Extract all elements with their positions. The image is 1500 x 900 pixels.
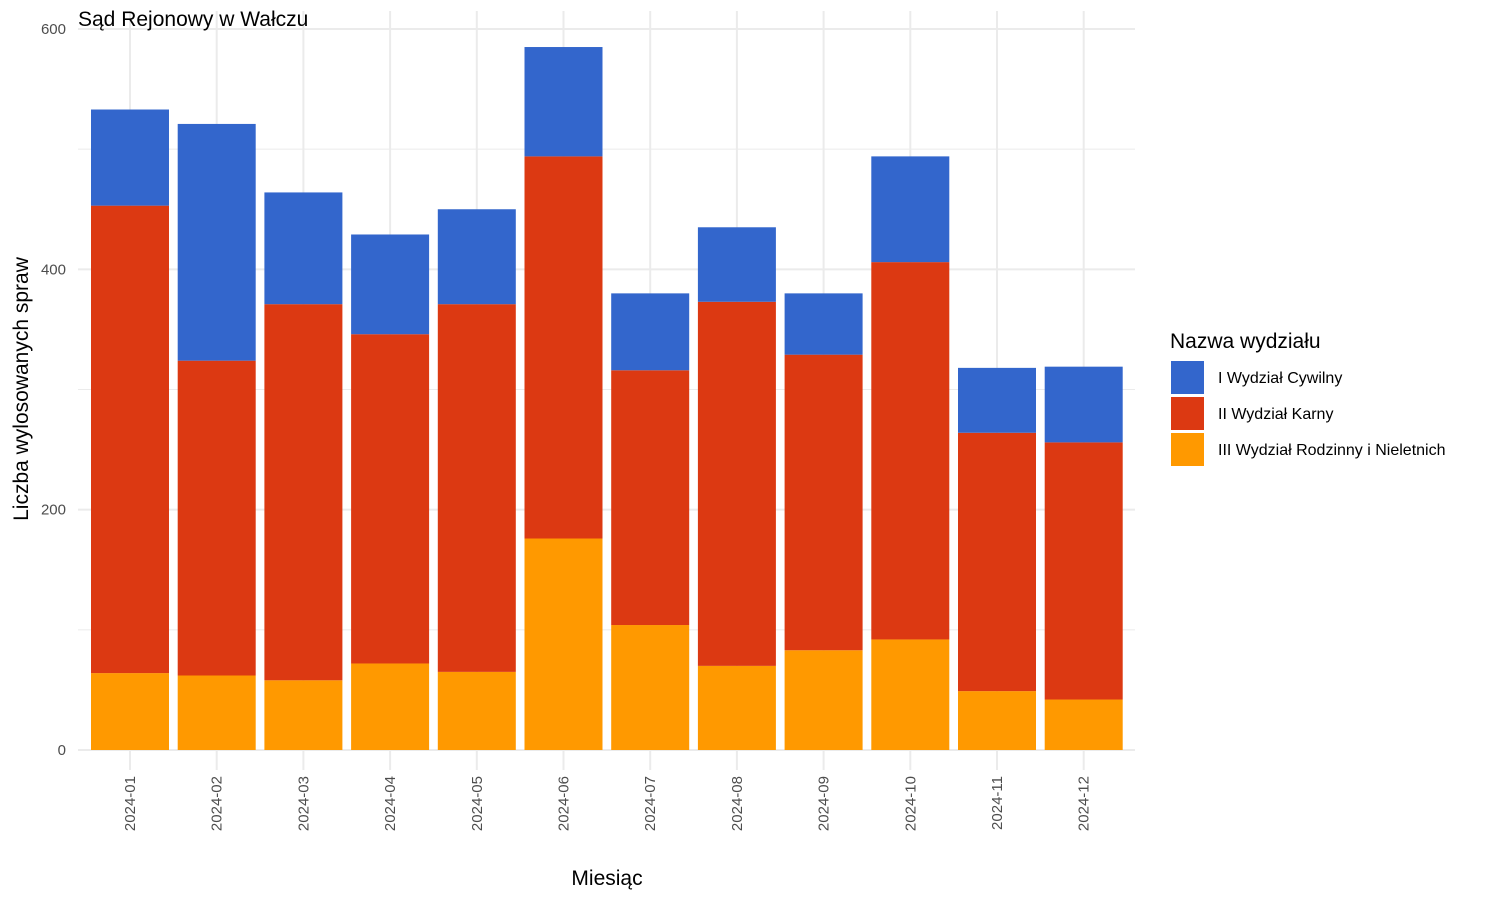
bar-segment: 2024-11 — III Wydział Rodzinny i Nieletn… [958,691,1036,750]
x-tick-label: 2024-09 [816,776,833,831]
bar-segment: 2024-08 — III Wydział Rodzinny i Nieletn… [697,665,776,750]
bar-segment: 2024-02 — I Wydział Cywilny: 197 [177,123,256,361]
bar-segment: 2024-04 — II Wydział Karny: 274 [351,334,430,664]
x-tick-label: 2024-01 [122,776,139,831]
bar-segment: 2024-06 — III Wydział Rodzinny i Nieletn… [524,538,603,750]
bar-segment: 2024-07 — II Wydział Karny: 212 [611,370,690,626]
bar-segment: 2024-01 — I Wydział Cywilny: 80 [91,109,169,206]
bar-segment: 2024-07 — III Wydział Rodzinny i Nieletn… [611,625,690,750]
x-tick-label: 2024-12 [1076,776,1093,831]
legend-label: II Wydział Karny [1218,406,1333,423]
legend: Nazwa wydziału I Wydział Cywilny II Wydzi… [1170,330,1446,466]
y-tick-label: 200 [41,502,66,519]
x-tick-label: 2024-04 [382,776,399,831]
bar-segment: 2024-08 — II Wydział Karny: 303 [697,301,776,666]
x-axis-ticks: 2024-01 2024-02 2024-03 2024-04 2024-05 2024-… [122,776,1093,831]
legend-swatch [1171,433,1204,466]
y-axis-ticks: 0 200 400 600 [41,21,66,759]
x-tick-label: 2024-06 [556,776,573,831]
bar-segment: 2024-04 — I Wydział Cywilny: 83 [351,234,430,335]
bar-segment: 2024-05 — III Wydział Rodzinny i Nieletn… [437,671,516,750]
bar-segment: 2024-03 — II Wydział Karny: 313 [264,304,343,681]
bar-segment: 2024-01 — II Wydział Karny: 389 [91,205,169,674]
bar-segment: 2024-11 — II Wydział Karny: 215 [958,432,1036,692]
legend-swatch [1171,361,1204,394]
bar-segment: 2024-10 — II Wydział Karny: 314 [871,262,950,640]
legend-title: Nazwa wydziału [1170,330,1321,353]
y-tick-label: 600 [41,21,66,38]
bar-segment: 2024-12 — II Wydział Karny: 214 [1044,442,1123,700]
bar-segment: 2024-08 — I Wydział Cywilny: 62 [697,227,776,302]
bar-segment: 2024-09 — I Wydział Cywilny: 51 [784,293,863,355]
x-tick-label: 2024-08 [729,776,746,831]
y-tick-label: 400 [41,261,66,278]
bar-segment: 2024-11 — I Wydział Cywilny: 54 [958,367,1036,433]
x-tick-label: 2024-11 [989,776,1006,830]
bar-segment: 2024-09 — III Wydział Rodzinny i Nieletn… [784,650,863,750]
x-tick-label: 2024-03 [295,776,312,831]
bar-segment: 2024-05 — I Wydział Cywilny: 79 [437,209,516,305]
bar-segment: 2024-12 — III Wydział Rodzinny i Nieletn… [1044,699,1123,750]
bar-segment: 2024-06 — II Wydział Karny: 318 [524,156,603,539]
legend-label: III Wydział Rodzinny i Nieletnich [1218,442,1446,459]
bar-segment: 2024-12 — I Wydział Cywilny: 63 [1044,366,1123,443]
legend-swatch [1171,397,1204,430]
x-tick-label: 2024-05 [469,776,486,831]
bar-segment: 2024-06 — I Wydział Cywilny: 91 [524,47,603,157]
bar-segment: 2024-01 — III Wydział Rodzinny i Nieletn… [91,673,169,750]
bar-segment: 2024-10 — I Wydział Cywilny: 88 [871,156,950,263]
bar-segment: 2024-07 — I Wydział Cywilny: 64 [611,293,690,371]
bar-segment: 2024-04 — III Wydział Rodzinny i Nieletn… [351,663,430,750]
chart-title: Sąd Rejonowy w Wałczu [78,8,308,31]
bar-segment: 2024-02 — III Wydział Rodzinny i Nieletn… [177,675,256,750]
legend-label: I Wydział Cywilny [1218,370,1342,387]
bar-segment: 2024-03 — III Wydział Rodzinny i Nieletn… [264,680,343,750]
x-tick-label: 2024-07 [642,776,659,831]
bar-segment: 2024-09 — II Wydział Karny: 246 [784,354,863,651]
x-tick-label: 2024-02 [209,776,226,831]
bar-segment: 2024-03 — I Wydział Cywilny: 93 [264,192,343,305]
bar-segment: 2024-10 — III Wydział Rodzinny i Nieletn… [871,639,950,750]
bar-segment: 2024-02 — II Wydział Karny: 262 [177,360,256,676]
y-tick-label: 0 [58,742,66,759]
bars: 2024-01 — III Wydział Rodzinny i Nieletn… [91,47,1123,750]
y-axis-title: Liczba wylosowanych spraw [10,256,33,521]
bar-segment: 2024-05 — II Wydział Karny: 306 [437,304,516,672]
x-axis-title: Miesiąc [571,867,642,890]
x-tick-label: 2024-10 [902,776,919,831]
